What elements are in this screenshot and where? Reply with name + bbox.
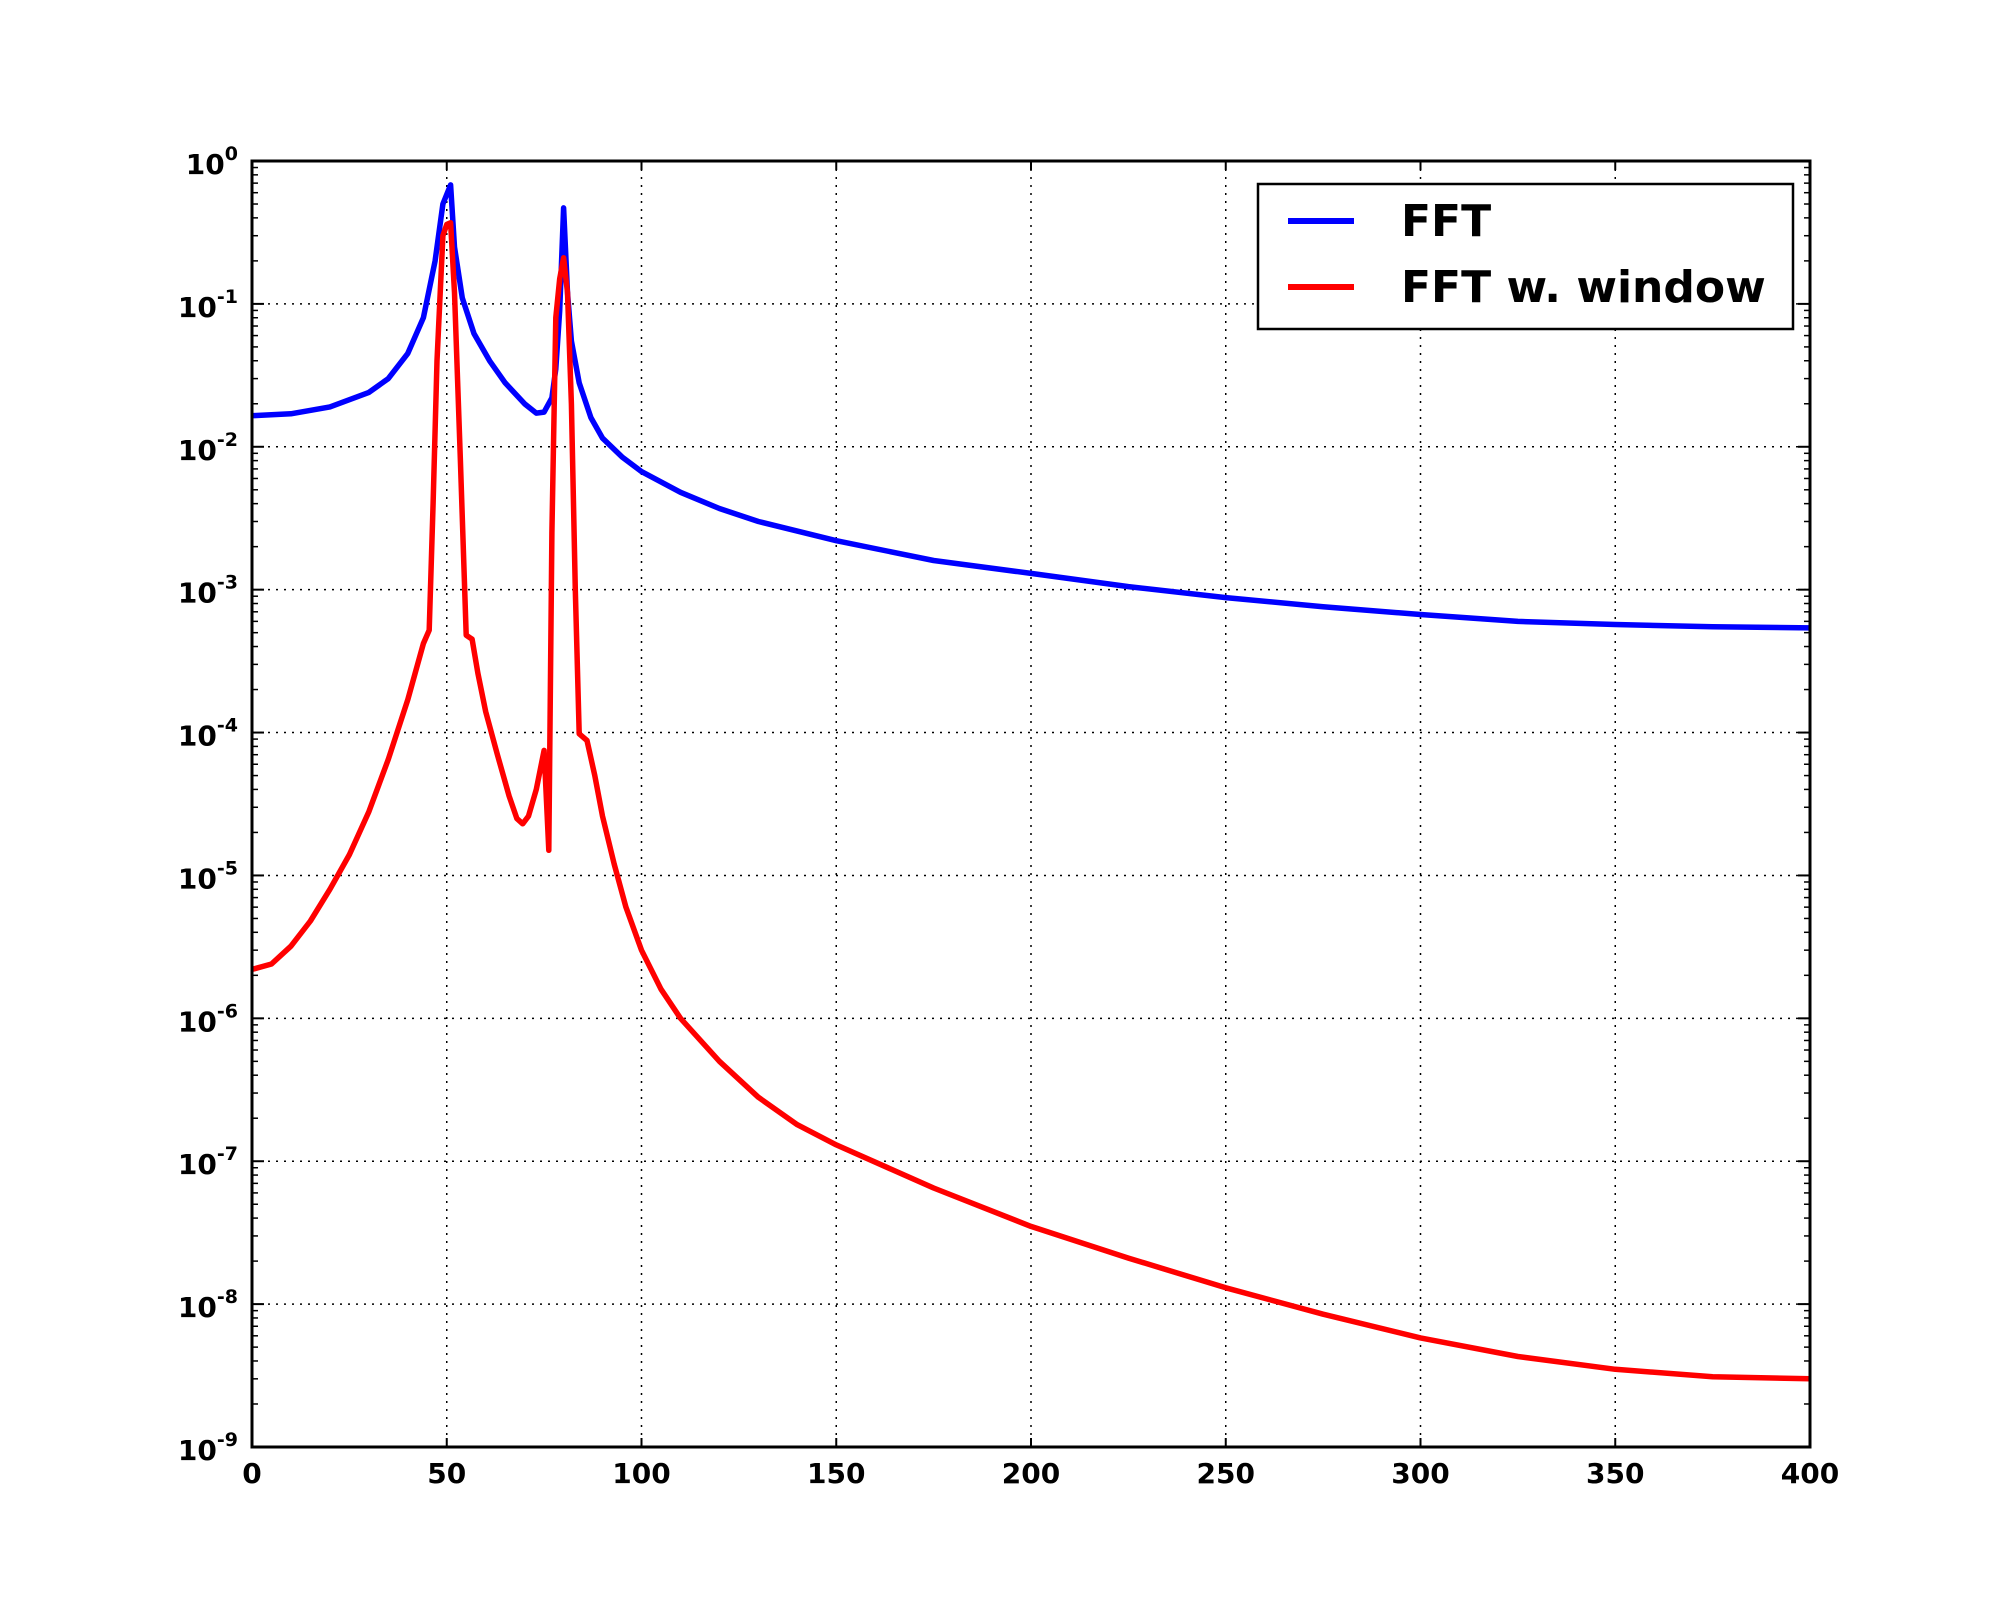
x-tick-label: 150: [807, 1457, 865, 1490]
y-tick-label: 10-2: [178, 429, 238, 467]
y-tick-label: 10-4: [178, 715, 238, 753]
x-tick-label: 200: [1002, 1457, 1060, 1490]
legend-label: FFT w. window: [1401, 262, 1766, 313]
x-tick-label: 250: [1197, 1457, 1255, 1490]
y-axis-tick-labels: 10-9 10-8 10-7 10-6 10-5 10-4 10-3 10-2 10-1 100: [178, 143, 238, 1467]
y-tick-label: 10-9: [178, 1429, 238, 1467]
plot-frame: [250, 159, 1812, 1449]
series-lines: [252, 182, 1810, 1382]
legend-box: [1256, 182, 1795, 331]
y-tick-label: 10-7: [178, 1143, 238, 1181]
y-tick-label: 10-6: [178, 1000, 238, 1038]
x-tick-label: 50: [427, 1457, 466, 1490]
y-tick-label: 10-8: [178, 1286, 238, 1324]
legend-label: FFT: [1401, 196, 1491, 247]
x-tick-label: 400: [1781, 1457, 1839, 1490]
y-tick-label: 10-3: [178, 572, 238, 610]
y-tick-label: 10-1: [178, 286, 238, 324]
x-tick-label: 100: [612, 1457, 670, 1490]
x-tick-label: 300: [1391, 1457, 1449, 1490]
legend: FFT FFT w. window: [1256, 182, 1795, 331]
y-tick-label: 10-5: [178, 857, 238, 895]
x-tick-label: 0: [242, 1457, 261, 1490]
series-line-fft-window: [252, 219, 1810, 1382]
x-tick-label: 350: [1586, 1457, 1644, 1490]
x-axis-tick-labels: 0 50 100 150 200 250 300 350 400: [242, 1457, 1839, 1490]
series-line-fft: [252, 182, 1810, 631]
y-tick-label: 100: [186, 143, 238, 181]
